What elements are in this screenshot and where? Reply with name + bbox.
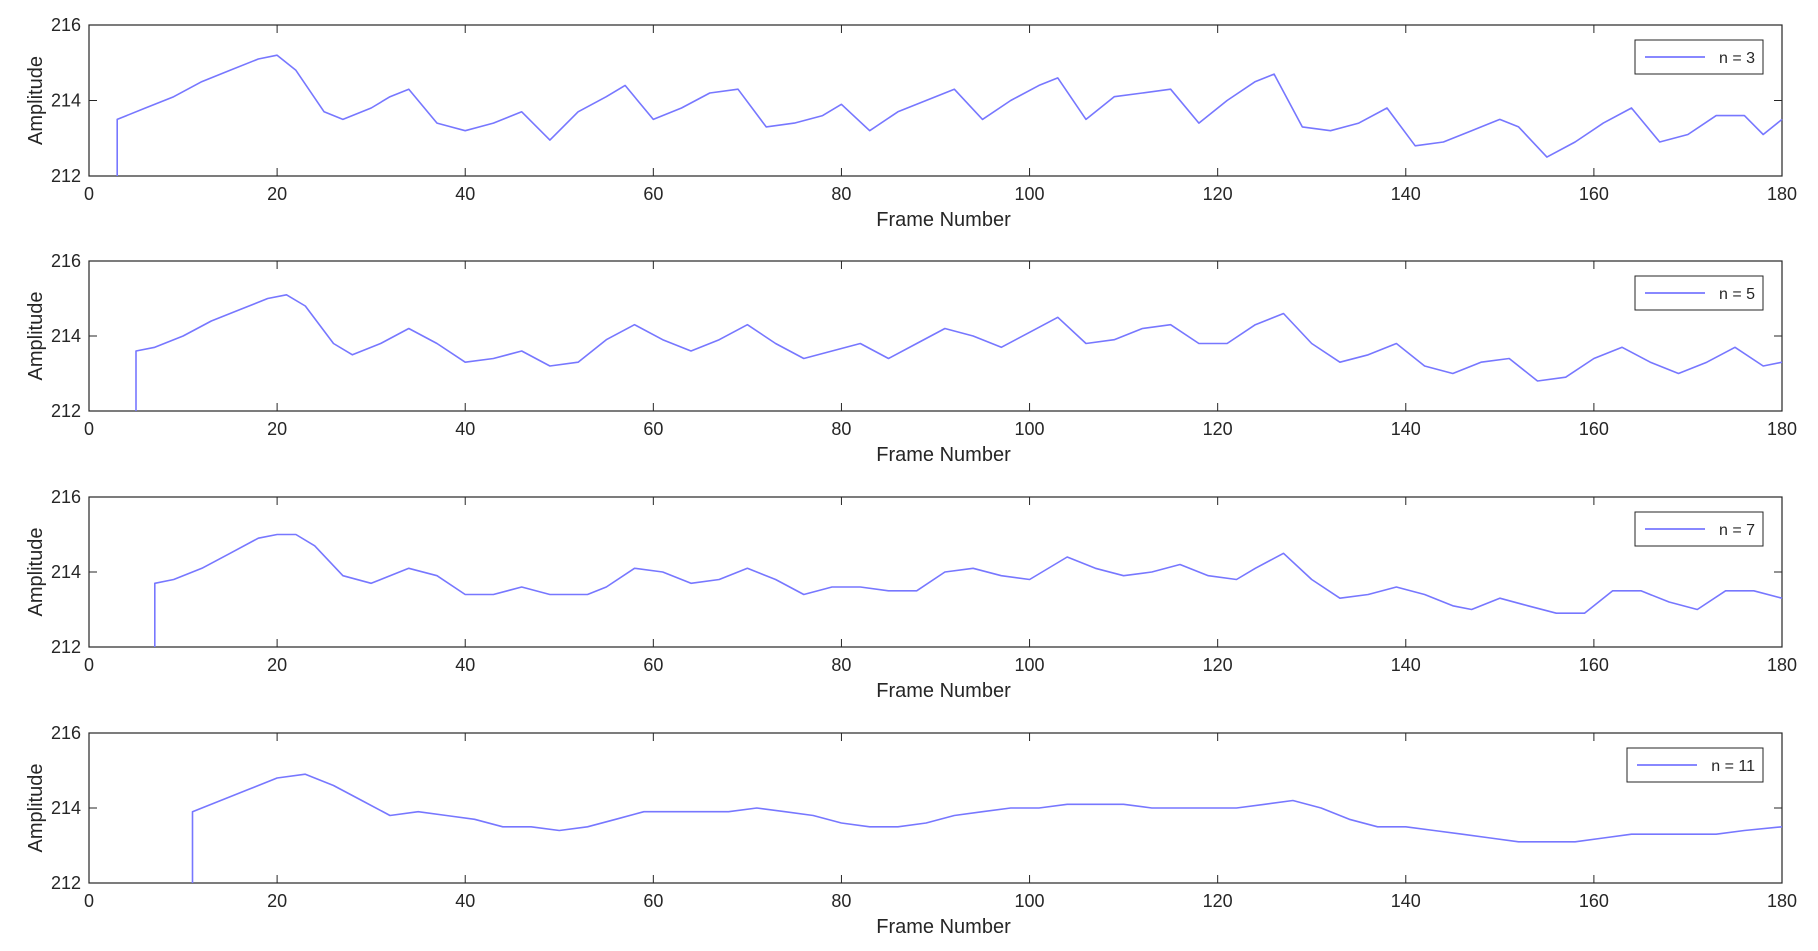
panel-3-ytick-label: 216 bbox=[51, 487, 81, 507]
panel-4-xtick-label: 20 bbox=[267, 891, 287, 911]
panel-3-ytick-label: 212 bbox=[51, 637, 81, 657]
panel-1-series-line bbox=[116, 54, 1783, 176]
panel-4-ylabel: Amplitude bbox=[25, 764, 47, 853]
panel-1-ytick-label: 216 bbox=[51, 15, 81, 35]
panel-4-ytick-label: 212 bbox=[51, 873, 81, 893]
panel-4-xtick-label: 120 bbox=[1203, 891, 1233, 911]
panel-3-xtick-label: 160 bbox=[1579, 655, 1609, 675]
panel-3-xlabel: Frame Number bbox=[876, 680, 1011, 702]
panel-3-xtick-label: 40 bbox=[455, 655, 475, 675]
panel-2-xtick-label: 0 bbox=[84, 419, 94, 439]
panel-2-xtick-label: 80 bbox=[831, 419, 851, 439]
panel-2-xtick-label: 120 bbox=[1203, 419, 1233, 439]
panel-3-xtick-label: 140 bbox=[1391, 655, 1421, 675]
panel-1-xtick-label: 20 bbox=[267, 184, 287, 204]
panel-1-xlabel: Frame Number bbox=[876, 209, 1011, 231]
panel-4-xtick-label: 100 bbox=[1015, 891, 1045, 911]
panel-1-xtick-label: 0 bbox=[84, 184, 94, 204]
panel-4-series-line bbox=[191, 773, 1783, 883]
panel-2-ylabel: Amplitude bbox=[25, 292, 47, 381]
panel-3-xtick-label: 100 bbox=[1015, 655, 1045, 675]
panel-1-xtick-label: 40 bbox=[455, 184, 475, 204]
panel-4-ytick-label: 214 bbox=[51, 798, 81, 818]
panel-1-ytick-label: 212 bbox=[51, 166, 81, 186]
panel-2-legend-label: n = 5 bbox=[1719, 286, 1755, 303]
panel-1-ylabel: Amplitude bbox=[25, 56, 47, 145]
panel-4-axes-box bbox=[88, 732, 1783, 884]
panel-1-xtick-label: 180 bbox=[1767, 184, 1797, 204]
panel-2-xtick-label: 60 bbox=[643, 419, 663, 439]
panel-1-ytick-label: 214 bbox=[51, 91, 81, 111]
panel-4-xtick-label: 80 bbox=[831, 891, 851, 911]
panel-3-series-line bbox=[154, 533, 1783, 647]
panel-2-xtick-label: 180 bbox=[1767, 419, 1797, 439]
panel-4-xtick-label: 40 bbox=[455, 891, 475, 911]
panel-2-xtick-label: 100 bbox=[1015, 419, 1045, 439]
panel-4-xtick-label: 0 bbox=[84, 891, 94, 911]
panel-3-xtick-label: 0 bbox=[84, 655, 94, 675]
panel-4-xlabel: Frame Number bbox=[876, 916, 1011, 938]
panel-1-xtick-label: 60 bbox=[643, 184, 663, 204]
panel-3-xtick-label: 80 bbox=[831, 655, 851, 675]
panel-2-ytick-label: 212 bbox=[51, 401, 81, 421]
panel-2-ytick-label: 216 bbox=[51, 251, 81, 271]
panel-2-xtick-label: 20 bbox=[267, 419, 287, 439]
panel-2-axes-box bbox=[88, 260, 1783, 412]
panel-3-xtick-label: 20 bbox=[267, 655, 287, 675]
panel-2-xlabel: Frame Number bbox=[876, 444, 1011, 466]
panel-4-xtick-label: 160 bbox=[1579, 891, 1609, 911]
panel-4-legend-label: n = 11 bbox=[1711, 758, 1755, 775]
panel-1-xtick-label: 80 bbox=[831, 184, 851, 204]
panel-2-xtick-label: 40 bbox=[455, 419, 475, 439]
panel-3-axes-box bbox=[88, 496, 1783, 648]
panel-3-ylabel: Amplitude bbox=[25, 528, 47, 617]
panel-4-ytick-label: 216 bbox=[51, 723, 81, 743]
panel-2-ytick-label: 214 bbox=[51, 326, 81, 346]
panel-1-xtick-label: 140 bbox=[1391, 184, 1421, 204]
panel-4-xtick-label: 180 bbox=[1767, 891, 1797, 911]
panel-2-xtick-label: 160 bbox=[1579, 419, 1609, 439]
panel-3-ytick-label: 214 bbox=[51, 562, 81, 582]
panel-3-legend-label: n = 7 bbox=[1719, 522, 1755, 539]
panel-4-xtick-label: 60 bbox=[643, 891, 663, 911]
panel-3-xtick-label: 60 bbox=[643, 655, 663, 675]
panel-2-series-line bbox=[135, 293, 1783, 411]
panel-1-xtick-label: 120 bbox=[1203, 184, 1233, 204]
panel-2-xtick-label: 140 bbox=[1391, 419, 1421, 439]
panel-1-legend-label: n = 3 bbox=[1719, 50, 1755, 67]
panel-3-xtick-label: 120 bbox=[1203, 655, 1233, 675]
panel-3-xtick-label: 180 bbox=[1767, 655, 1797, 675]
panel-4-xtick-label: 140 bbox=[1391, 891, 1421, 911]
panel-1-axes-box bbox=[88, 24, 1783, 177]
panel-1-xtick-label: 160 bbox=[1579, 184, 1609, 204]
panel-1-xtick-label: 100 bbox=[1015, 184, 1045, 204]
